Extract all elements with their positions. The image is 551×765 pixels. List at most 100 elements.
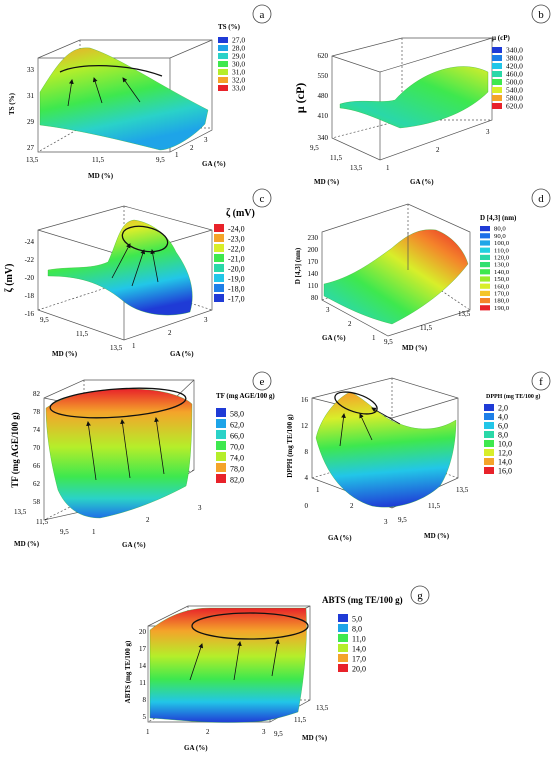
- y-axis-label: GA (%): [328, 534, 352, 542]
- arrow: [120, 419, 131, 479]
- panel-c: c -24 -22 -20 -18 -16 ζ (mV) 9,5 11,5 13…: [4, 188, 272, 358]
- x-tick: 11,5: [92, 156, 104, 164]
- z-ticks: 16 12 8 4 0: [301, 396, 309, 510]
- arrow: [86, 421, 97, 481]
- legend-value: 180,0: [494, 298, 510, 305]
- x-ticks: 1 2 3: [146, 728, 266, 736]
- z-tick: 480: [318, 92, 329, 100]
- legend-value: 10,0: [498, 440, 512, 449]
- panel-letter: g: [417, 590, 423, 602]
- legend-value: 190,0: [494, 305, 510, 312]
- z-tick: 20: [139, 628, 147, 636]
- legend-value: 620,0: [506, 102, 523, 111]
- z-tick: 170: [308, 258, 319, 266]
- legend-value: 14,0: [352, 645, 366, 654]
- x-tick: 9,5: [384, 338, 393, 346]
- z-axis-label: D [4,3] (nm): [294, 247, 302, 284]
- legend-value: 30,0: [232, 60, 245, 69]
- legend-swatch: [218, 85, 228, 91]
- response-surface: [39, 47, 209, 151]
- legend-value: 31,0: [232, 68, 245, 77]
- legend-swatch: [480, 290, 490, 296]
- z-tick: 29: [27, 118, 35, 126]
- x-tick: 13,5: [350, 164, 363, 172]
- legend-value: 5,0: [352, 615, 362, 624]
- x-tick: 9,5: [398, 516, 407, 524]
- z-tick: 110: [308, 282, 319, 290]
- y-tick: 2: [436, 146, 440, 154]
- z-tick: 230: [308, 234, 319, 242]
- legend-swatch: [480, 262, 490, 268]
- legend-value: 29,0: [232, 52, 245, 61]
- legend-value: 110,0: [494, 247, 509, 254]
- legend-swatch: [216, 430, 226, 439]
- z-tick: 8: [143, 696, 147, 704]
- color-legend: TF (mg AGE/100 g) 58,0 62,0 66,0 70,0 74,0 78…: [216, 392, 275, 485]
- legend-value: 150,0: [494, 276, 510, 283]
- legend-value: 580,0: [506, 94, 523, 103]
- x-axis-label: MD (%): [88, 172, 114, 180]
- legend-value: 6,0: [498, 422, 508, 431]
- y-tick: 3: [204, 316, 208, 324]
- legend-value: -23,0: [228, 235, 245, 244]
- z-tick: 62: [33, 480, 41, 488]
- arrow: [271, 639, 280, 677]
- x-tick: 13,5: [110, 344, 123, 352]
- legend-value: 27,0: [232, 36, 245, 45]
- arrow: [92, 77, 103, 104]
- legend-swatch: [480, 269, 490, 275]
- z-tick: 74: [33, 426, 41, 434]
- legend-value: 32,0: [232, 76, 245, 85]
- legend-swatch: [218, 61, 228, 67]
- x-tick: 9,5: [40, 316, 49, 324]
- legend-swatch: [492, 87, 502, 93]
- x-tick: 13,5: [456, 486, 469, 494]
- x-axis-label: MD (%): [314, 178, 340, 186]
- y-axis-label: MD (%): [302, 734, 328, 742]
- legend-swatch: [480, 226, 490, 232]
- y-tick: 3: [198, 504, 202, 512]
- y-ticks: 9,5 11,5 13,5: [274, 704, 329, 738]
- x-tick: 3: [262, 728, 266, 736]
- x-tick: 9,5: [156, 156, 165, 164]
- optimum-contour: [334, 391, 378, 415]
- z-axis-label: DPPH (mg TE/100 g): [286, 414, 294, 478]
- arrow: [189, 643, 204, 681]
- x-tick: 13,5: [458, 310, 471, 318]
- panel-letter: d: [538, 193, 544, 205]
- y-ticks: 1 2 3: [132, 316, 208, 350]
- x-ticks: 9,5 11,5 13,5: [310, 144, 363, 172]
- legend-value: 460,0: [506, 70, 523, 79]
- z-tick: 340: [318, 134, 329, 142]
- legend-value: 62,0: [230, 421, 244, 430]
- arrow: [371, 407, 401, 425]
- y-tick: 3: [326, 306, 330, 314]
- color-legend: ζ (mV) -24,0-23,0-22,0-21,0-20,0-19,0-18…: [214, 208, 255, 304]
- legend-value: -21,0: [228, 255, 245, 264]
- z-tick: -18: [25, 292, 35, 300]
- legend-swatch: [484, 458, 494, 465]
- panel-letter-circle: [531, 371, 551, 391]
- optimum-contour: [191, 612, 309, 640]
- panel-letter: f: [539, 376, 543, 388]
- panel-letter-circle: [252, 188, 272, 208]
- legend-value: 11,0: [352, 635, 366, 644]
- arrow: [67, 79, 74, 107]
- legend-value: 170,0: [494, 291, 510, 298]
- x-tick: 13,5: [26, 156, 39, 164]
- response-surface: [315, 391, 457, 508]
- z-ticks: 230 200 170 140 110 80: [308, 234, 319, 302]
- legend-value: 2,0: [498, 404, 508, 413]
- z-tick: 31: [27, 92, 35, 100]
- panel-g: g 20 17 14 11 8 5 ABTS (mg TE/100 g) 1 2…: [124, 585, 430, 752]
- x-tick: 9,5: [310, 144, 319, 152]
- x-ticks: 9,5 11,5 13,5: [40, 316, 123, 352]
- legend-value: 74,0: [230, 454, 244, 463]
- legend-swatch: [492, 103, 502, 109]
- z-tick: 0: [305, 502, 309, 510]
- panel-letter-circle: [252, 4, 272, 24]
- z-tick: 70: [33, 444, 41, 452]
- y-ticks: 1 2 3: [92, 504, 202, 536]
- legend-swatch: [214, 254, 224, 262]
